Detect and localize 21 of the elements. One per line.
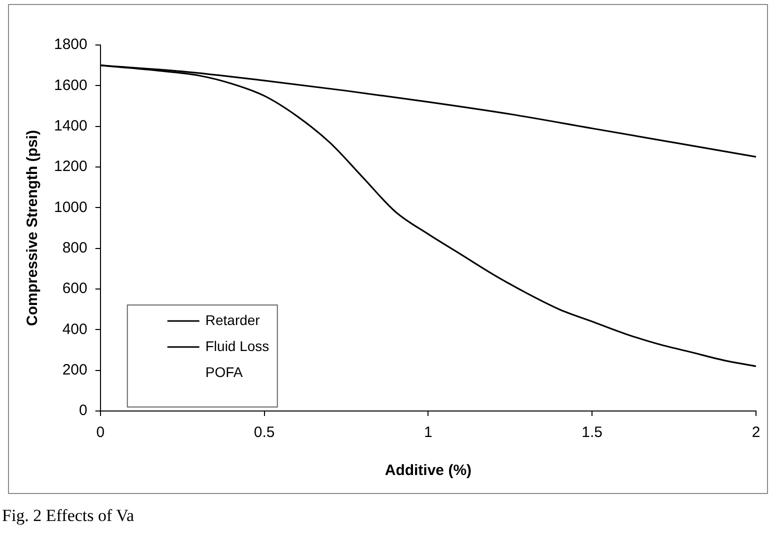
y-tick-label: 1600 <box>54 76 88 94</box>
y-tick-label: 1200 <box>54 158 88 176</box>
y-tick-label: 0 <box>79 402 88 420</box>
legend-label: Retarder <box>205 312 260 328</box>
x-tick-label: 1.5 <box>582 424 603 442</box>
x-tick-label: 0.5 <box>254 424 275 442</box>
y-tick-label: 800 <box>62 239 88 256</box>
y-tick-label: 1000 <box>54 198 88 216</box>
x-axis-title: Additive (%) <box>384 462 472 480</box>
x-tick-label: 2 <box>752 424 760 442</box>
y-tick-label: 1400 <box>54 117 88 134</box>
x-tick-label: 0 <box>96 424 105 442</box>
y-tick-label: 600 <box>62 280 88 298</box>
text: POFA <box>205 364 244 380</box>
y-tick-label: 1800 <box>54 36 88 54</box>
y-tick-label: 200 <box>62 361 88 378</box>
legend-label: Fluid Loss <box>205 338 270 354</box>
y-axis-title: Compressive Strength (psi) <box>24 130 42 326</box>
y-tick-label: 400 <box>62 320 88 338</box>
caption: Fig. 2 Effects of Va <box>2 506 134 526</box>
x-tick-label: 1 <box>424 424 432 442</box>
